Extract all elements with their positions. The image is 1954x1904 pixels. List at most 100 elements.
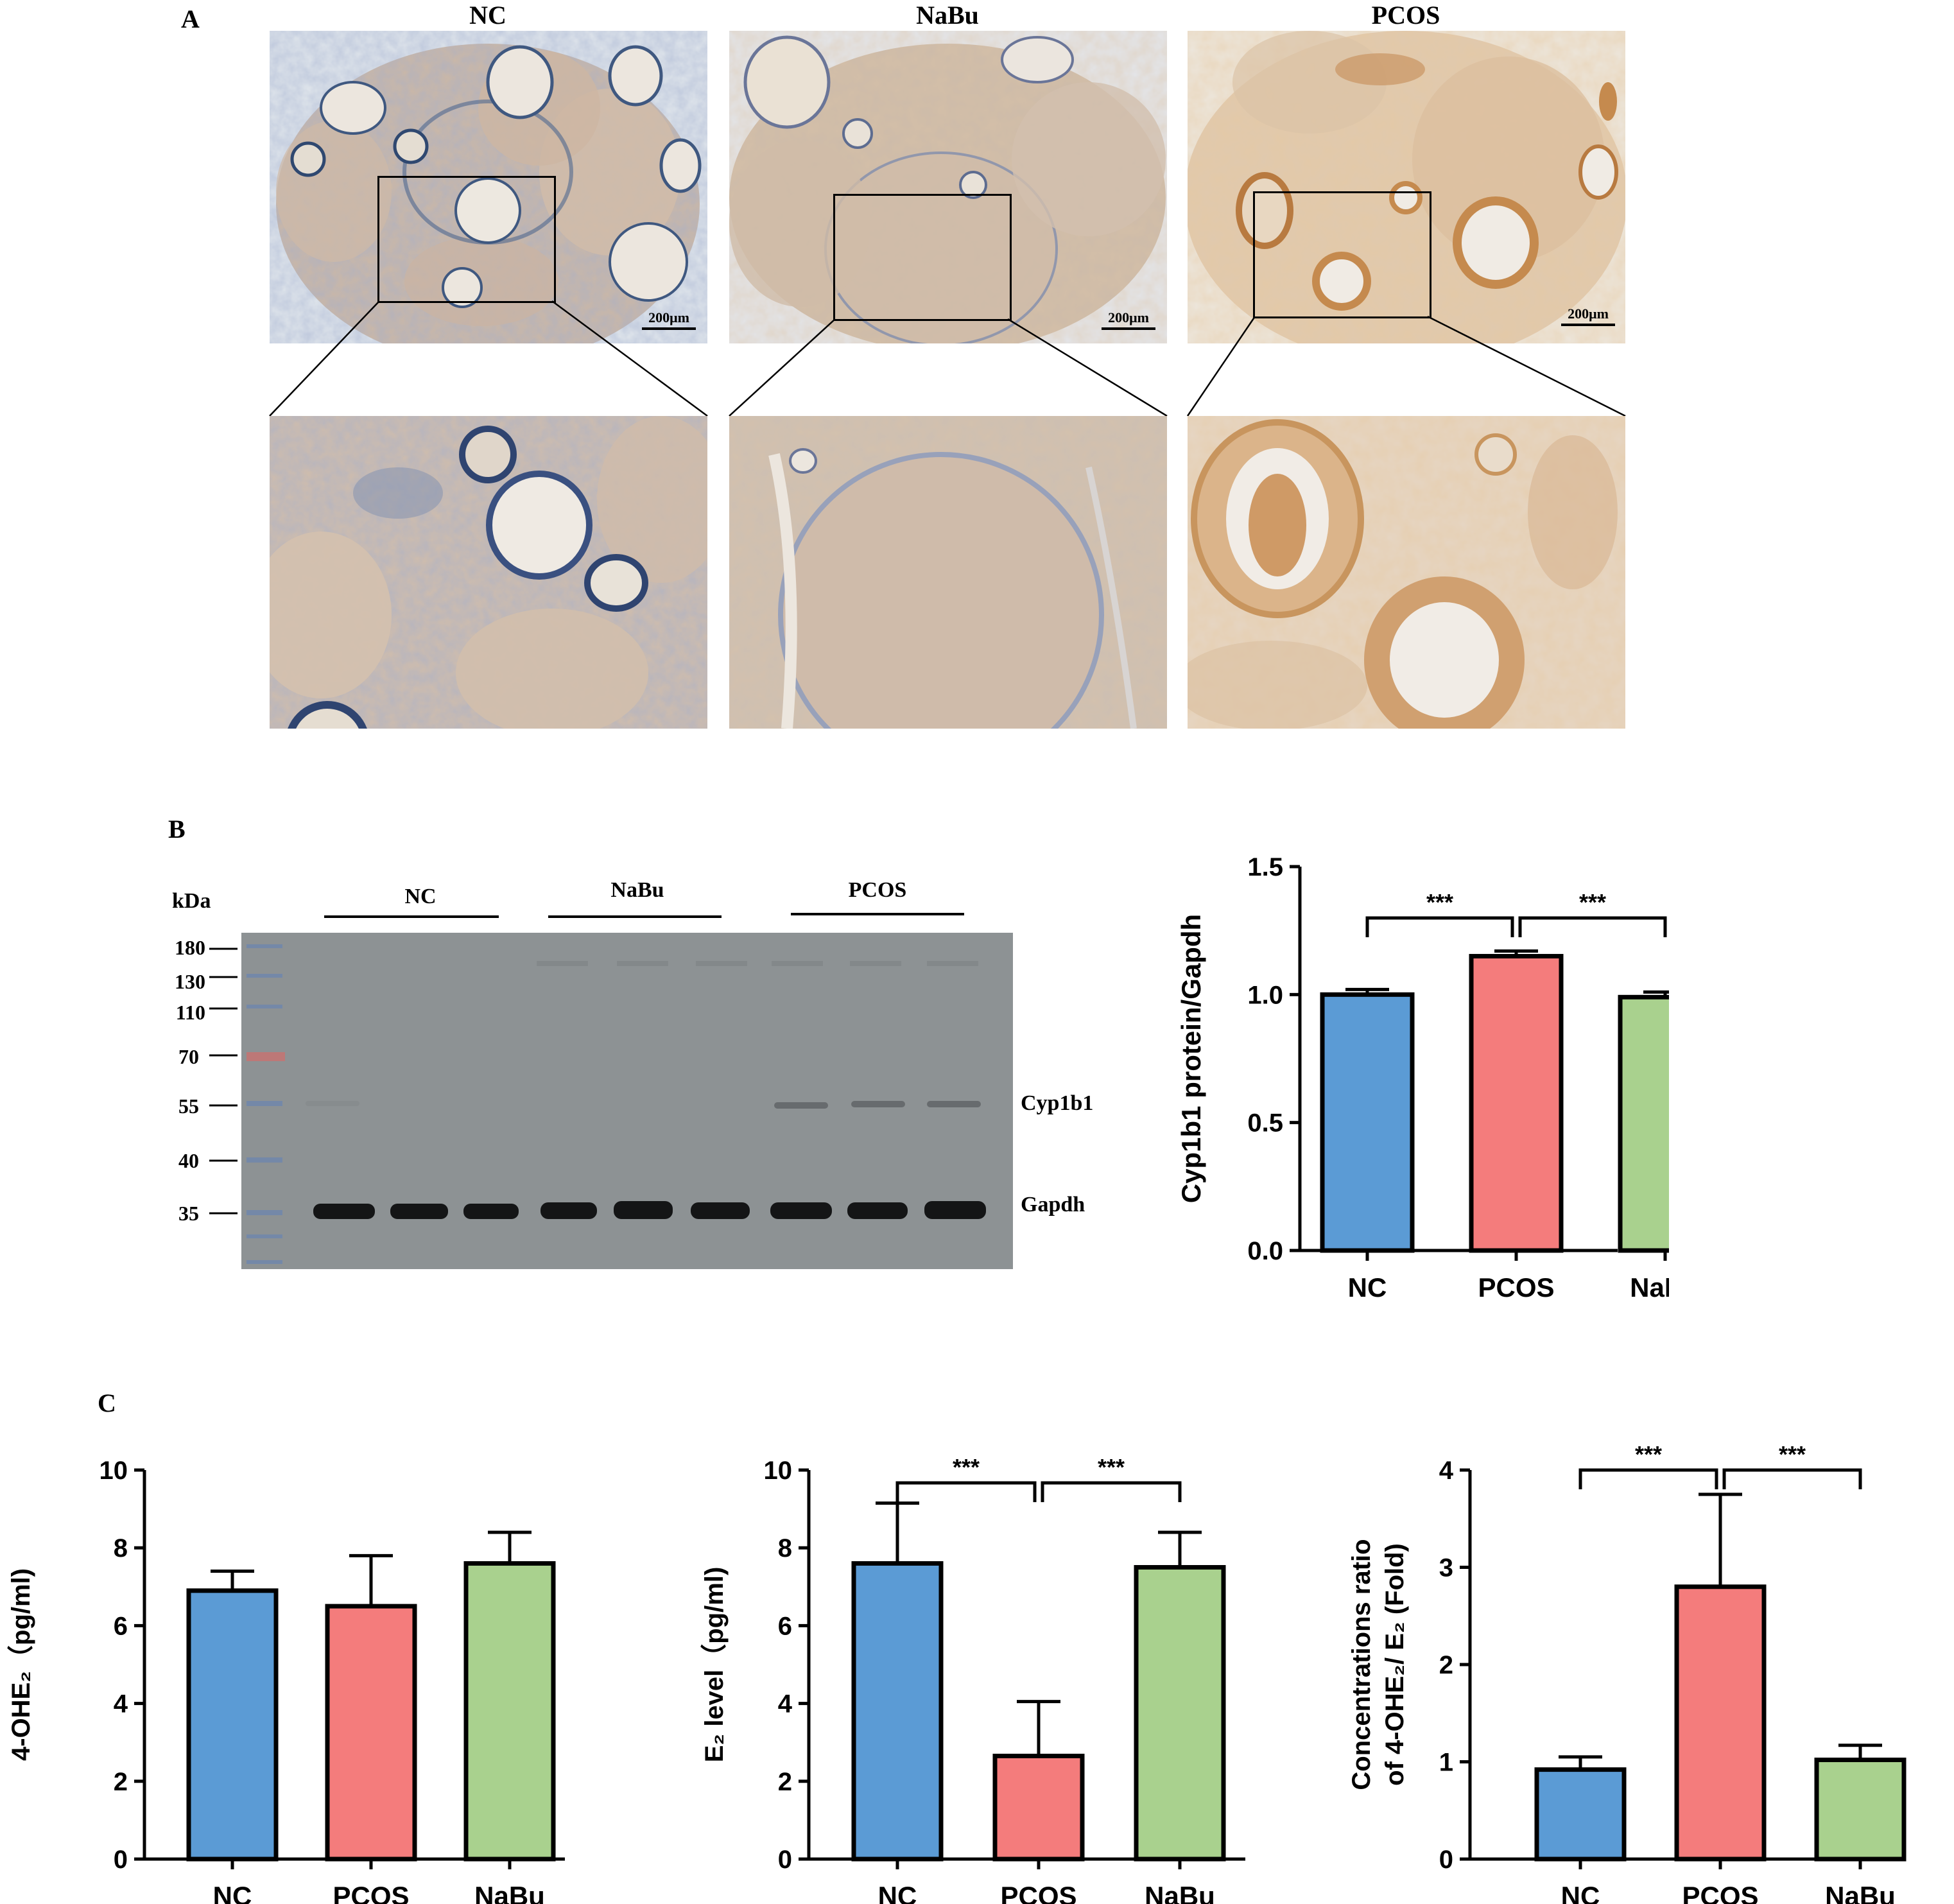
x-tick-label: NC [878,1881,917,1904]
y-tick-label: 8 [778,1534,792,1562]
kda-marker-130: 130 [175,970,205,993]
significance-bracket [1722,1468,1862,1489]
y-tick-label: 6 [114,1612,128,1640]
band-label-gapdh: Gapdh [1021,1193,1085,1216]
ihc-title-nc: NC [469,1,506,30]
x-tick-label: NaBu [1630,1272,1669,1303]
significance-bracket [1518,916,1667,937]
y-tick-label: 2 [1439,1651,1453,1679]
blot-group-line-nc [324,915,499,918]
kda-marker-35: 35 [178,1202,199,1225]
y-tick-label: 0.0 [1247,1237,1283,1265]
zoom-connector-lines [269,300,1626,417]
y-tick-label: 0.5 [1247,1109,1283,1138]
bar-nabu [1134,1565,1226,1862]
zoom-box-nc [377,176,556,303]
bar-nabu [1814,1757,1906,1862]
x-tick-label: PCOS [1682,1881,1758,1904]
significance-label: *** [1098,1454,1125,1480]
kda-marker-110: 110 [175,1001,205,1024]
ihc-title-nabu: NaBu [916,1,979,30]
blot-group-nabu: NaBu [610,878,664,902]
zoom-box-pcos [1253,191,1431,318]
x-tick-label: NC [1348,1272,1387,1303]
y-axis-label: of 4-OHE₂/ E₂ (Fold) [1381,1543,1409,1786]
panel-label-a: A [181,4,200,33]
y-tick-label: 6 [778,1612,792,1640]
x-tick-label: NaBu [474,1881,545,1904]
y-axis-label: Concentrations ratio [1348,1539,1376,1790]
bar-pcos [325,1604,417,1862]
significance-bracket [895,1481,1037,1502]
blot-group-pcos: PCOS [848,878,907,902]
ihc-image-nc-zoom [270,416,707,729]
significance-label: *** [1579,889,1606,915]
x-tick-label: NaBu [1825,1881,1896,1904]
bar-pcos [1674,1584,1767,1862]
scalebar-pcos: 200μm [1561,306,1615,326]
y-tick-label: 1.0 [1247,981,1283,1009]
ihc-image-pcos-overview [1188,31,1625,343]
x-tick-label: PCOS [1000,1881,1076,1904]
y-tick-label: 0 [1439,1846,1453,1874]
y-tick-label: 4 [778,1690,793,1718]
y-tick-label: 2 [114,1768,128,1796]
blot-group-line-nabu [548,915,722,918]
x-tick-label: PCOS [333,1881,409,1904]
bar-nabu [463,1561,556,1862]
significance-bracket [1041,1481,1182,1502]
chart-ratio: 0 1 2 3 4 NC PCOS NaBu *** *** Concentrations rati… [1348,1441,1906,1904]
y-tick-label: 4 [114,1690,128,1718]
panel-label-c: C [98,1389,116,1417]
significance-label: *** [953,1454,980,1480]
ihc-image-nabu-overview [729,31,1167,343]
ihc-image-nc-overview [270,31,707,343]
bar-pcos [992,1753,1085,1862]
significance-label: *** [1635,1441,1662,1467]
western-blot-image [241,933,1013,1269]
y-axis-label: E₂ level（pg/ml) [700,1567,729,1763]
y-tick-label: 3 [1439,1554,1453,1582]
kda-marker-40: 40 [178,1149,199,1172]
significance-bracket [1365,916,1514,937]
scalebar-nabu: 200μm [1102,309,1155,330]
kda-marker-70: 70 [178,1045,199,1068]
bar-pcos [1469,954,1564,1253]
y-tick-label: 0 [778,1846,792,1874]
y-tick-label: 4 [1439,1457,1454,1485]
kda-header: kDa [172,889,211,913]
x-tick-label: PCOS [1478,1272,1554,1303]
y-tick-label: 1 [1439,1749,1453,1777]
scalebar-nc: 200μm [642,309,696,330]
bar-nc [1320,992,1415,1253]
bar-nabu [1618,994,1669,1253]
kda-marker-ticks [209,948,238,1215]
ihc-image-pcos-zoom [1188,416,1625,729]
kda-marker-180: 180 [175,936,205,959]
kda-marker-55: 55 [178,1095,199,1118]
band-label-cyp1b1: Cyp1b1 [1021,1091,1094,1115]
y-axis-label: 4-OHE₂（pg/ml) [7,1568,35,1761]
x-tick-label: NC [213,1881,252,1904]
significance-label: *** [1779,1441,1806,1467]
y-tick-label: 2 [778,1768,792,1796]
bar-nc [851,1561,944,1862]
y-tick-label: 8 [114,1534,128,1562]
ihc-title-pcos: PCOS [1371,1,1440,30]
y-tick-label: 10 [99,1457,128,1485]
ihc-image-nabu-zoom [729,416,1167,729]
blot-group-line-pcos [791,913,964,915]
zoom-box-nabu [833,194,1012,321]
x-tick-label: NC [1561,1881,1600,1904]
y-tick-label: 10 [764,1457,793,1485]
blot-group-nc: NC [404,885,437,908]
chart-cyp1b1: 0.0 0.5 1.0 1.5 NC PCOS NaBu *** *** Cyp1b1 prote… [1176,853,1669,1303]
bar-nc [1534,1767,1627,1862]
chart-4ohe2: 0 2 4 6 8 10 NC PCOS NaBu 4-OHE₂（pg/ml) [7,1457,565,1904]
significance-label: *** [1426,889,1453,915]
y-axis-label: Cyp1b1 protein/Gapdh [1176,914,1206,1203]
panel-label-b: B [168,815,186,844]
chart-e2: 0 2 4 6 8 10 NC PCOS NaBu *** *** E₂ level（pg/ml) [700,1454,1245,1904]
significance-bracket [1578,1468,1718,1489]
y-tick-label: 0 [114,1846,128,1874]
